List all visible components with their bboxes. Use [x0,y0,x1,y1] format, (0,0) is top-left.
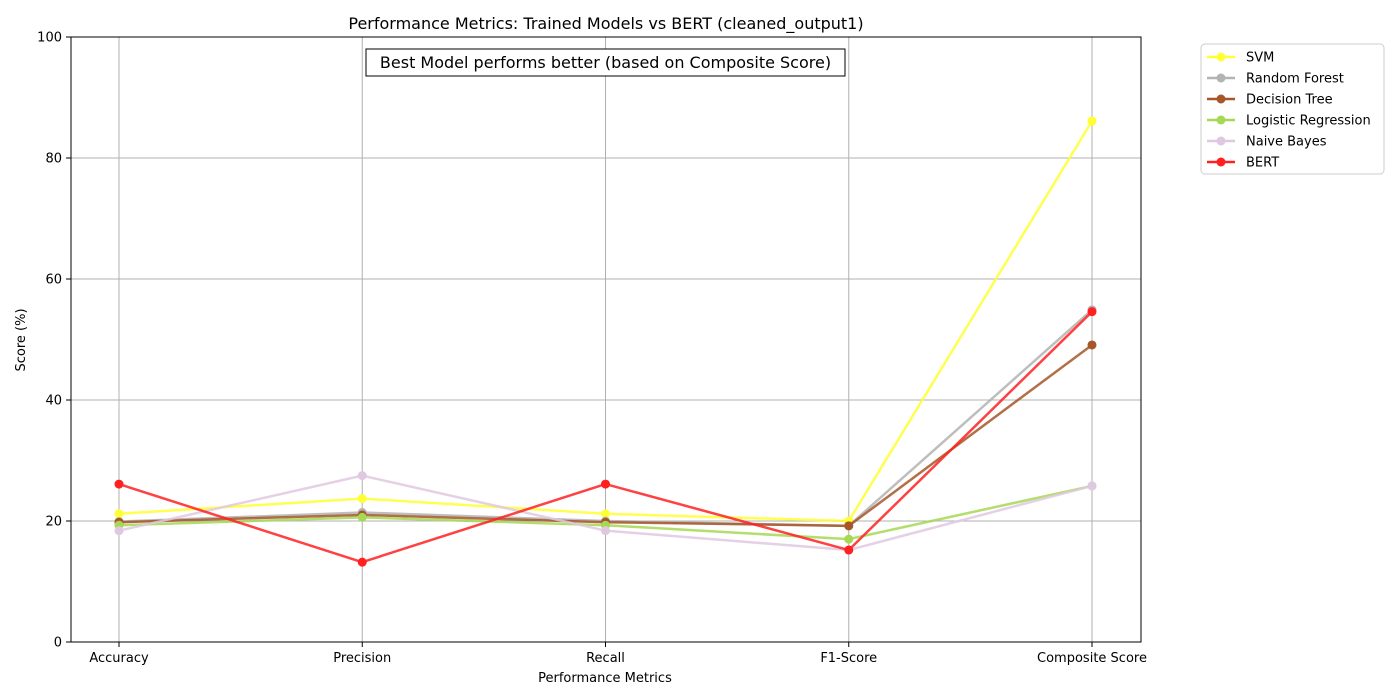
data-point-logistic-regression [844,534,854,544]
legend-label: Logistic Regression [1246,114,1371,129]
series-lines [114,116,1097,567]
y-axis-ticks: 0 20 40 60 80 100 [37,31,71,651]
y-tick-label: 0 [54,636,62,651]
legend-item-naive-bayes: Naive Bayes [1207,135,1327,150]
data-point-svm [1087,116,1097,126]
legend-label: BERT [1246,156,1279,171]
annotation-frame [365,48,846,77]
legend-label: Decision Tree [1246,93,1333,108]
data-point-bert [601,479,610,489]
data-point-svm [114,509,124,519]
legend-item-logistic-regression: Logistic Regression [1207,114,1371,129]
x-tick-label: Composite Score [1037,651,1147,666]
x-axis-label: Performance Metrics [538,671,672,686]
legend-marker [1216,94,1226,104]
data-point-bert [114,479,124,489]
legend-marker [1216,73,1226,83]
legend-marker [1216,136,1226,146]
legend-label: Naive Bayes [1246,135,1327,150]
legend-marker [1216,52,1226,62]
x-tick-label: Recall [586,651,625,666]
chart-title: Performance Metrics: Trained Models vs B… [348,14,863,34]
data-point-naive-bayes [601,526,610,536]
x-axis-ticks: Accuracy Precision Recall F1-Score Composite… [89,642,1147,666]
y-tick-label: 80 [45,152,62,167]
y-axis-label: Score (%) [14,308,29,371]
data-point-decision-tree [1087,340,1097,350]
legend-frame [1200,43,1385,175]
series-bert [114,307,1097,567]
data-point-bert [357,557,367,567]
legend-marker [1216,115,1226,125]
y-tick-label: 20 [45,515,62,530]
data-point-bert [844,545,854,555]
x-tick-label: Accuracy [89,651,149,666]
data-point-logistic-regression [357,512,367,522]
legend-label: SVM [1246,51,1274,66]
data-point-naive-bayes [357,471,367,481]
legend-item-random-forest: Random Forest [1207,72,1344,87]
legend-item-bert: BERT [1207,156,1279,171]
x-tick-label: Precision [333,651,391,666]
legend-marker [1216,157,1226,167]
legend-item-decision-tree: Decision Tree [1207,93,1333,108]
data-point-naive-bayes [1087,481,1097,491]
legend-item-svm: SVM [1207,51,1274,66]
series-svm [114,116,1097,526]
data-point-svm [357,494,367,504]
y-tick-label: 100 [37,31,62,46]
annotation-box: Best Model performs better (based on Com… [365,48,846,77]
legend: SVM Random Forest Decision Tree Logistic Re… [1200,43,1385,175]
y-tick-label: 60 [45,273,62,288]
data-point-svm [601,509,610,519]
data-point-naive-bayes [114,526,124,536]
data-point-bert [1087,307,1097,317]
annotation-text: Best Model performs better (based on Com… [380,53,831,72]
x-tick-label: F1-Score [820,651,877,666]
y-tick-label: 40 [45,394,62,409]
legend-label: Random Forest [1246,72,1344,87]
data-point-decision-tree [844,521,854,531]
